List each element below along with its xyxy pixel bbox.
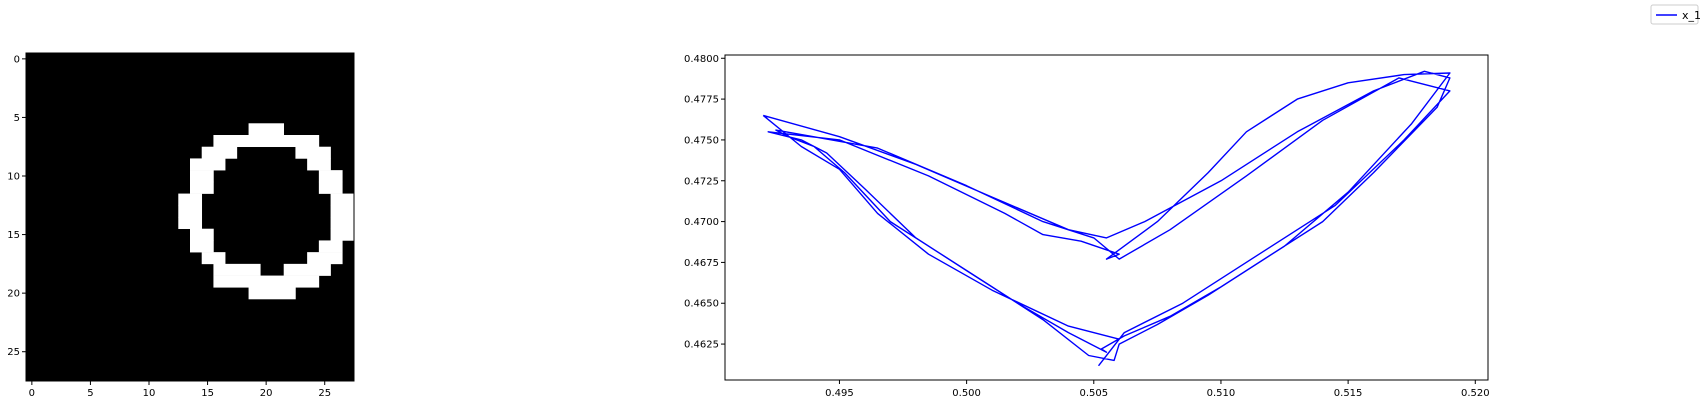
image-y-tick-label: 25 bbox=[7, 347, 20, 358]
image-pixel-run bbox=[318, 181, 343, 194]
image-pixel-run bbox=[213, 263, 261, 276]
line-plot-y-ticks: 0.4625 0.4650 0.4675 0.4700 0.4725 0.4750 0.47… bbox=[684, 54, 725, 351]
image-pixel-run bbox=[330, 193, 355, 206]
image-pixel-run bbox=[248, 287, 296, 300]
image-x-tick-label: 5 bbox=[87, 388, 93, 399]
legend-label-x1: x_1 bbox=[1682, 9, 1701, 22]
series-line-x1 bbox=[762, 70, 1451, 366]
image-pixel-run bbox=[307, 158, 331, 171]
line-plot-panel: 0.495 0.500 0.505 0.510 0.515 0.520 0.46250.4… bbox=[684, 54, 1490, 399]
image-y-tick-label: 5 bbox=[14, 113, 20, 124]
image-pixel-run bbox=[283, 263, 331, 276]
image-pixel-run bbox=[330, 217, 355, 230]
line-y-tick-label: 0.4750 bbox=[684, 135, 719, 146]
line-y-tick-label: 0.4675 bbox=[684, 258, 719, 269]
image-pixel-run bbox=[178, 193, 203, 206]
image-pixel-run bbox=[330, 205, 355, 218]
image-pixels bbox=[26, 53, 355, 381]
image-pixel-run bbox=[318, 240, 343, 253]
line-y-tick-label: 0.4800 bbox=[684, 54, 719, 65]
line-plot-x-ticks: 0.495 0.500 0.505 0.510 0.515 0.520 bbox=[825, 380, 1490, 399]
line-x-tick-label: 0.515 bbox=[1334, 388, 1363, 399]
line-y-tick-label: 0.4650 bbox=[684, 299, 719, 310]
image-y-tick-label: 10 bbox=[7, 172, 20, 183]
image-x-tick-label: 0 bbox=[29, 388, 35, 399]
line-x-tick-label: 0.510 bbox=[1207, 388, 1236, 399]
line-y-tick-label: 0.4725 bbox=[684, 176, 719, 187]
line-plot-area bbox=[725, 55, 1488, 380]
image-pixel-run bbox=[190, 228, 214, 241]
image-axes-frame bbox=[25, 52, 355, 382]
image-pixel-run bbox=[178, 217, 203, 230]
image-pixel-run bbox=[295, 146, 331, 159]
image-x-tick-label: 25 bbox=[318, 388, 331, 399]
image-pixel-run bbox=[190, 181, 214, 194]
line-y-tick-label: 0.4775 bbox=[684, 95, 719, 106]
image-pixel-run bbox=[213, 275, 320, 288]
image-pixel-run bbox=[190, 170, 214, 183]
image-x-ticks: 0 5 10 15 20 25 bbox=[29, 381, 331, 399]
image-pixel-run bbox=[201, 146, 238, 159]
image-pixel-run bbox=[213, 135, 320, 148]
image-pixel-run bbox=[178, 205, 203, 218]
legend: x_1 bbox=[1650, 4, 1701, 25]
image-x-tick-label: 20 bbox=[260, 388, 273, 399]
line-x-tick-label: 0.520 bbox=[1461, 388, 1490, 399]
image-panel: 0 5 10 15 20 25 0 5 10 15 20 25 bbox=[7, 52, 355, 399]
image-pixel-run bbox=[248, 123, 285, 136]
line-x-tick-label: 0.500 bbox=[952, 388, 981, 399]
image-pixel-run bbox=[201, 252, 226, 265]
image-x-tick-label: 15 bbox=[201, 388, 214, 399]
image-pixel-run bbox=[318, 170, 343, 183]
image-y-ticks: 0 5 10 15 20 25 bbox=[7, 54, 26, 358]
line-plot-frame bbox=[724, 54, 1489, 381]
image-y-tick-label: 20 bbox=[7, 289, 20, 300]
line-y-tick-label: 0.4700 bbox=[684, 217, 719, 228]
image-pixel-run bbox=[330, 228, 355, 241]
image-x-tick-label: 10 bbox=[143, 388, 156, 399]
line-x-tick-label: 0.495 bbox=[825, 388, 854, 399]
image-pixel-run bbox=[190, 158, 226, 171]
line-y-tick-label: 0.4625 bbox=[684, 340, 719, 351]
image-pixel-run bbox=[190, 240, 214, 253]
image-y-tick-label: 15 bbox=[7, 230, 20, 241]
line-x-tick-label: 0.505 bbox=[1079, 388, 1108, 399]
image-pixel-run bbox=[307, 252, 343, 265]
image-y-tick-label: 0 bbox=[14, 54, 20, 65]
